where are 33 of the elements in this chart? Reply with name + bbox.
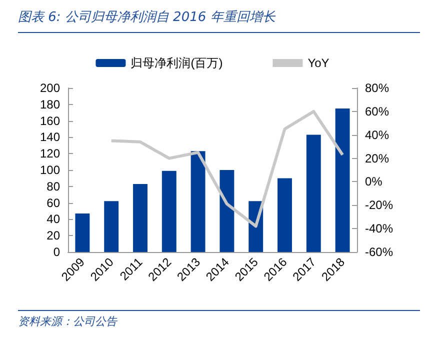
y-tick-label: 200 bbox=[40, 81, 60, 95]
y-tick-label: 80 bbox=[46, 179, 60, 194]
y2-tick-label: 60% bbox=[365, 104, 390, 118]
y2-tick-label: 20% bbox=[365, 151, 390, 166]
bar bbox=[162, 170, 176, 252]
legend-label: YoY bbox=[308, 56, 330, 70]
y2-tick-label: -20% bbox=[365, 198, 394, 212]
y-tick-label: 40 bbox=[46, 212, 60, 226]
line-series bbox=[110, 110, 344, 228]
y-tick-label: 100 bbox=[40, 163, 60, 177]
bar bbox=[306, 134, 321, 252]
y-tick-label: 180 bbox=[40, 97, 60, 112]
y2-tick-label: -60% bbox=[365, 245, 394, 259]
y2-tick-label: 80% bbox=[365, 81, 390, 95]
y-tick-label: 120 bbox=[40, 146, 60, 161]
y-tick-label: 0 bbox=[53, 245, 60, 259]
chart-title: 图表 6: 公司归母净利润自 2016 年重回增长 bbox=[18, 8, 420, 33]
bar bbox=[75, 213, 90, 252]
bar bbox=[190, 151, 206, 252]
bar bbox=[133, 184, 148, 252]
text: 资料来源：公司公告 bbox=[18, 310, 420, 329]
bar bbox=[335, 108, 350, 252]
y2-tick-label: 40% bbox=[365, 128, 390, 142]
y-tick-label: 160 bbox=[40, 114, 60, 128]
bar bbox=[220, 170, 234, 252]
bar bbox=[104, 201, 119, 252]
y2-tick-label: 0% bbox=[365, 174, 383, 189]
y2-tick-label: -40% bbox=[365, 222, 394, 236]
bar bbox=[278, 178, 292, 252]
y-tick-label: 60 bbox=[46, 196, 60, 210]
legend-label: 归母净利润(百万) bbox=[130, 56, 223, 70]
y-tick-label: 140 bbox=[40, 130, 60, 144]
y-tick-label: 20 bbox=[46, 228, 60, 243]
